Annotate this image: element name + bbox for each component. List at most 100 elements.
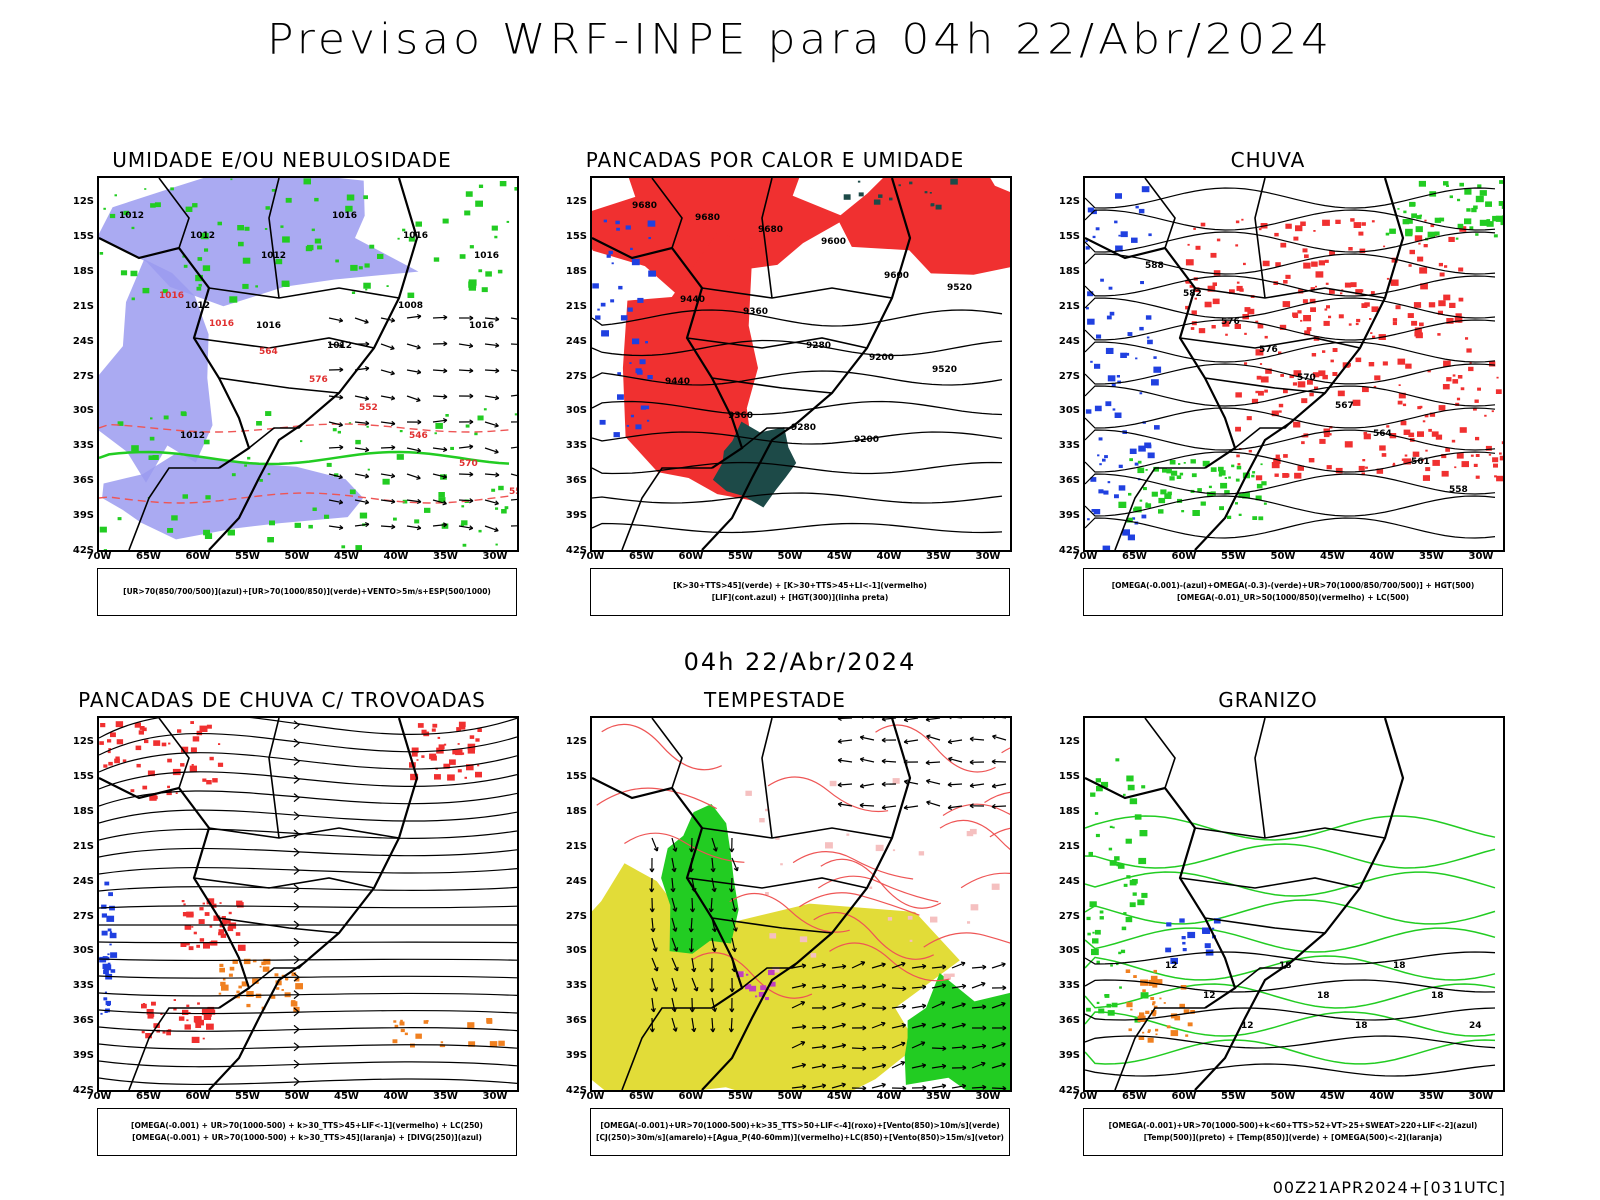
lon-tick-label: 55W <box>728 1091 753 1102</box>
lat-tick-label: 42S <box>565 545 587 556</box>
legend-line: [OMEGA(-0.001) + UR>70(1000-500) + k>30_… <box>132 1133 482 1142</box>
mid-date-label: 04h 22/Abr/2024 <box>683 648 917 676</box>
height-contour <box>592 522 1003 534</box>
legend-line: [Temp(500)](preto) + [Temp(850)](verde) … <box>1143 1133 1443 1142</box>
lon-tick-label: 60W <box>185 551 211 562</box>
lon-tick-label: 70W <box>1072 551 1098 562</box>
lat-tick-label: 15S <box>565 770 587 782</box>
temp850-contour <box>1085 843 1496 869</box>
lat-tick-label: 27S <box>72 370 94 382</box>
humidity-area-blue <box>102 454 364 540</box>
temp850-contour <box>1085 815 1496 841</box>
lon-tick-label: 35W <box>1419 551 1444 562</box>
contour-label: 18 <box>1431 991 1444 1001</box>
lon-tick-label: 70W <box>86 551 112 562</box>
height-contour <box>1085 429 1496 451</box>
legend-box: [OMEGA(-0.001)-(azul)+OMEGA(-0.3)-(verde… <box>1083 568 1503 616</box>
thunderstorm-red-area <box>141 999 216 1043</box>
contour-label: 12 <box>1241 1021 1254 1031</box>
humidity-area-blue <box>99 178 419 307</box>
contour-label: 582 <box>1183 289 1202 299</box>
lat-tick-label: 30S <box>72 405 94 417</box>
temp850-contour <box>1085 1011 1496 1037</box>
lon-tick-label: 65W <box>1122 551 1147 562</box>
thickness-line <box>99 423 510 433</box>
temp500-contour <box>1085 1063 1496 1077</box>
lon-tick-label: 70W <box>579 1091 605 1102</box>
contour-label: 1016 <box>469 321 494 331</box>
humidity-band-green <box>99 450 510 466</box>
lon-tick-label: 40W <box>383 551 409 562</box>
lifted-index-contours <box>592 219 656 438</box>
panel-granizo: GRANIZO 12S 15S 18S 21S 24S 27S 30S 33S 36S 39S 42S… <box>1038 688 1538 1163</box>
lat-tick-label: 21S <box>565 840 587 852</box>
panel-chuva: CHUVA 12S 15S 18S 21S 24S 27S 30S 33S 36S 39S 42S 70… <box>1038 148 1538 623</box>
lat-tick-label: 36S <box>72 475 94 487</box>
thunderstorm-red-area <box>99 721 224 801</box>
lon-tick-label: 45W <box>1320 551 1345 562</box>
lon-tick-label: 50W <box>777 1091 803 1102</box>
map-frame: 12 12 12 18 18 18 18 18 24 <box>1083 716 1505 1092</box>
thunderstorm-orange-area <box>392 1018 505 1048</box>
lat-tick-label: 42S <box>72 1085 94 1096</box>
height-contour <box>1085 231 1496 253</box>
height-contour <box>592 400 1003 416</box>
lat-tick-label: 24S <box>72 335 94 347</box>
contour-label: 1016 <box>474 251 499 261</box>
lat-tick-label: 18S <box>1058 265 1080 277</box>
contour-label: 576 <box>1221 317 1240 327</box>
map-frame: 9680 9680 9680 9600 9600 9520 9440 9360 9280 9200… <box>590 176 1012 552</box>
temp500-contour <box>1085 951 1496 965</box>
height-contour <box>1085 495 1496 517</box>
contour-label: 1012 <box>327 341 352 351</box>
temp850-contour <box>1085 899 1496 925</box>
lon-tick-label: 50W <box>284 1091 310 1102</box>
streamlines-250hpa <box>99 718 517 1087</box>
wind-vectors <box>649 837 739 1033</box>
contour-label: 552 <box>359 403 378 413</box>
legend-line: [UR>70(850/700/500)](azul)+[UR>70(1000/8… <box>123 587 491 596</box>
contour-label: 9360 <box>743 307 768 317</box>
height-contour <box>1085 407 1496 429</box>
temp850-contour <box>1085 983 1496 1009</box>
coastline-borders <box>592 718 912 1090</box>
thickness-line <box>99 492 510 504</box>
coastline-borders <box>592 178 912 550</box>
map-canvas: 588 582 576 576 570 567 564 561 558 <box>1085 178 1503 550</box>
contour-label: 12 <box>1165 961 1178 971</box>
lat-tick-label: 15S <box>72 230 94 242</box>
lat-tick-label: 36S <box>1058 475 1080 487</box>
lat-tick-label: 39S <box>565 1050 587 1062</box>
map-canvas <box>99 718 517 1090</box>
lon-tick-label: 30W <box>482 1091 508 1102</box>
lon-tick-label: 55W <box>728 551 753 562</box>
lon-tick-label: 65W <box>1122 1091 1147 1102</box>
lon-tick-label: 35W <box>433 551 458 562</box>
contour-label: 1012 <box>185 301 210 311</box>
contour-label: 18 <box>1317 991 1330 1001</box>
contour-label: 1012 <box>119 211 144 221</box>
lon-tick-label: 45W <box>334 1091 359 1102</box>
lat-tick-label: 36S <box>565 475 587 487</box>
temp850-contour <box>1085 871 1496 897</box>
lat-tick-label: 27S <box>72 910 94 922</box>
map-canvas: 9680 9680 9680 9600 9600 9520 9440 9360 9280 9200… <box>592 178 1010 550</box>
lon-tick-label: 40W <box>1369 1091 1395 1102</box>
lat-tick-label: 27S <box>1058 910 1080 922</box>
height-contour <box>1085 363 1496 385</box>
lat-tick-label: 42S <box>565 1085 587 1096</box>
lon-tick-label: 45W <box>827 551 852 562</box>
contour-label: 9600 <box>884 271 909 281</box>
main-title: Previsao WRF-INPE para 04h 22/Abr/2024 <box>266 15 1333 64</box>
lon-tick-label: 65W <box>629 551 654 562</box>
lon-tick-label: 35W <box>433 1091 458 1102</box>
coastline-borders <box>1085 718 1405 1090</box>
temp850-contour <box>1085 955 1496 981</box>
contour-label: 1016 <box>332 211 357 221</box>
height-contour <box>1085 297 1496 319</box>
contour-label: 9680 <box>632 201 657 211</box>
lat-tick-label: 21S <box>1058 300 1080 312</box>
lon-tick-label: 55W <box>1221 551 1246 562</box>
rain-green-area <box>1385 180 1503 241</box>
convection-green-area <box>843 178 958 210</box>
